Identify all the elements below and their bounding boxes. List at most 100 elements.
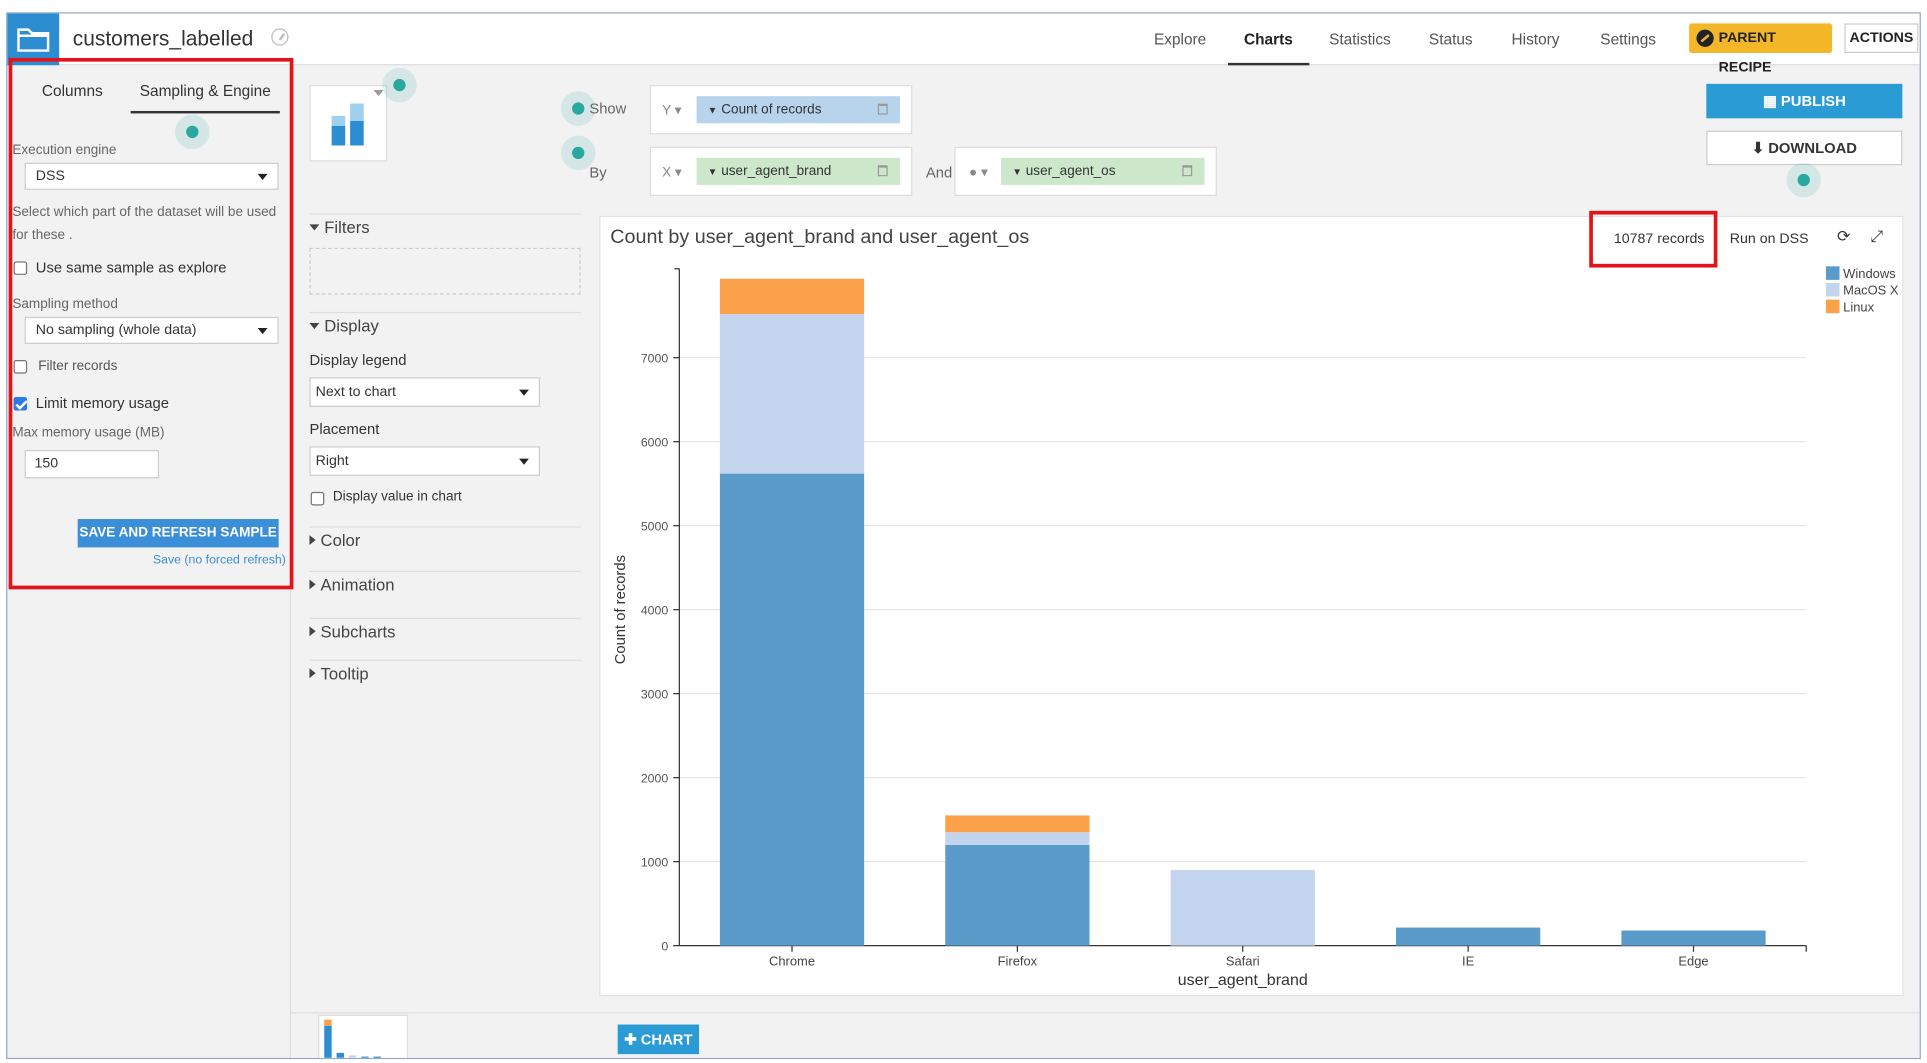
y-tick-label: 2000 (641, 772, 669, 786)
color-dimension-pill[interactable]: ▼ user_agent_os (1001, 157, 1205, 185)
hotspot-marker (1786, 162, 1821, 198)
y-tick-label: 3000 (641, 688, 669, 702)
records-count: 10787 records (1613, 231, 1705, 247)
bar-chrome-macos-x (719, 314, 865, 474)
color-section[interactable]: Color (309, 531, 361, 550)
highlight-box (8, 57, 294, 590)
chart-title: Count by user_agent_brand and user_agent… (610, 226, 1030, 248)
by-label: By (589, 163, 607, 182)
plus-icon: ✚ (624, 1030, 637, 1048)
sampling-method-value: No sampling (whole data) (35, 323, 197, 338)
y-axis-selector[interactable]: Y ▾ (662, 103, 682, 119)
chart-tab-thumbnail[interactable] (518, 1015, 608, 1058)
divider (309, 213, 581, 215)
expand-icon[interactable]: ⤢ (1870, 226, 1884, 246)
bar-chrome-windows (719, 473, 865, 946)
x-dimension-pill[interactable]: ▼ user_agent_brand (696, 157, 901, 185)
legend-swatch (1825, 299, 1840, 314)
nav-explore[interactable]: Explore (1153, 30, 1207, 49)
caret-right-icon (309, 626, 316, 637)
app-frame: customers_labelled Explore Charts Statis… (6, 12, 1921, 1060)
use-same-sample-label: Use same sample as explore (35, 258, 227, 277)
x-tick-label: Edge (1678, 953, 1708, 968)
chevron-down-icon (257, 173, 268, 181)
tab-columns[interactable]: Columns (41, 82, 103, 100)
folder-icon[interactable] (7, 13, 60, 66)
filter-records-checkbox[interactable] (13, 360, 28, 374)
run-on-engine[interactable]: Run on DSS (1729, 231, 1809, 247)
show-label: Show (589, 99, 627, 118)
actions-button[interactable]: ACTIONS (1844, 23, 1919, 54)
nav-statistics[interactable]: Statistics (1329, 30, 1391, 49)
y-tick-label: 6000 (641, 436, 669, 450)
refresh-icon[interactable]: ⟳ (1837, 226, 1851, 246)
caret-down-icon (309, 323, 320, 330)
chevron-down-icon[interactable] (373, 90, 384, 97)
limit-memory-checkbox[interactable] (13, 396, 28, 411)
chart-card: Count by user_agent_brand and user_agent… (599, 210, 1904, 997)
save-no-refresh-link[interactable]: Save (no forced refresh) (152, 553, 286, 568)
chart-type-selector[interactable] (309, 85, 388, 162)
legend-entry: Linux (1843, 299, 1874, 314)
sampling-method-select[interactable]: No sampling (whole data) (24, 316, 279, 344)
execution-engine-label: Execution engine (12, 143, 117, 158)
y-tick-label: 4000 (641, 604, 669, 618)
caret-right-icon (309, 535, 316, 545)
y-axis-box: Y ▾ ▼ Count of records (649, 85, 913, 135)
x-dimension-label: user_agent_brand (721, 163, 832, 179)
caret-right-icon (309, 579, 316, 590)
chart-tab-thumbnail[interactable] (422, 1015, 512, 1058)
tab-sampling-engine[interactable]: Sampling & Engine (130, 83, 280, 114)
nav-charts[interactable]: Charts (1227, 14, 1309, 66)
trash-icon[interactable] (877, 103, 888, 115)
display-section[interactable]: Display (309, 316, 379, 336)
trash-icon[interactable] (1182, 165, 1193, 177)
nav-settings[interactable]: Settings (1600, 30, 1656, 49)
hotspot-marker (382, 67, 417, 103)
subcharts-section[interactable]: Subcharts (309, 623, 396, 641)
stacked-bar-icon (331, 103, 364, 146)
color-title: Color (320, 531, 361, 550)
help-text-line-2: for these . (12, 228, 73, 243)
bar-edge-windows (1621, 930, 1766, 946)
save-and-refresh-button[interactable]: SAVE AND REFRESH SAMPLE (77, 519, 279, 548)
parent-recipe-button[interactable]: PARENT RECIPE (1689, 23, 1833, 75)
x-tick-label: IE (1462, 953, 1475, 968)
max-memory-input[interactable]: 150 (24, 450, 160, 479)
placement-value: Right (315, 453, 349, 469)
display-legend-select[interactable]: Next to chart (309, 377, 541, 407)
highlight-box (1589, 210, 1718, 268)
execution-engine-value: DSS (35, 168, 65, 184)
y-axis-label: Count of records (613, 555, 629, 664)
and-label: And (925, 163, 953, 182)
tooltip-section[interactable]: Tooltip (309, 665, 369, 683)
download-button[interactable]: ⬇ DOWNLOAD (1706, 130, 1903, 166)
chevron-down-icon (519, 458, 529, 465)
hotspot-marker (175, 114, 210, 150)
placement-select[interactable]: Right (309, 446, 541, 476)
nav-history[interactable]: History (1511, 30, 1560, 49)
caret-down-icon (309, 224, 320, 231)
filters-section[interactable]: Filters (309, 218, 370, 237)
color-drop-icon[interactable]: ● ▾ (969, 165, 988, 181)
filters-dropzone[interactable] (309, 247, 581, 295)
nav-status[interactable]: Status (1428, 30, 1473, 49)
bar-safari-macos-x (1170, 870, 1315, 946)
display-title: Display (324, 316, 379, 336)
display-value-checkbox[interactable] (310, 491, 325, 506)
chart-tab-thumbnail[interactable] (318, 1014, 409, 1058)
bar-ie-windows (1396, 927, 1541, 946)
animation-section[interactable]: Animation (309, 576, 395, 594)
y-tick-label: 1000 (641, 856, 669, 870)
add-chart-button[interactable]: ✚ CHART (617, 1024, 700, 1055)
compass-icon[interactable] (271, 28, 289, 46)
trash-icon[interactable] (877, 165, 888, 177)
y-measure-pill[interactable]: ▼ Count of records (696, 96, 901, 124)
execution-engine-select[interactable]: DSS (24, 162, 279, 190)
chevron-down-icon (519, 389, 529, 396)
publish-button[interactable]: ▦ PUBLISH (1706, 83, 1903, 119)
use-same-sample-checkbox[interactable] (13, 261, 28, 275)
x-axis-selector[interactable]: X ▾ (662, 165, 682, 181)
divider (309, 659, 581, 661)
download-icon: ⬇ (1751, 139, 1765, 157)
